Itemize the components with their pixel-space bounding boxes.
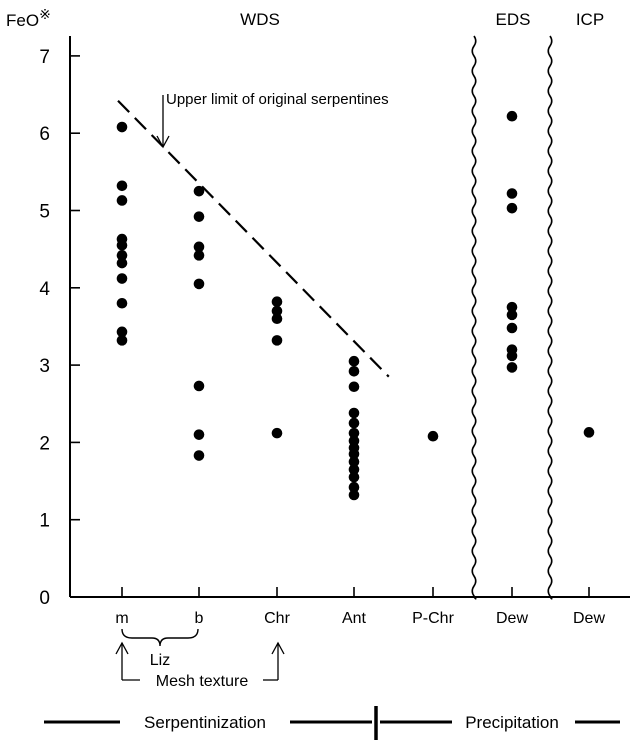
upper-limit-annotation: Upper limit of original serpentines xyxy=(166,91,389,108)
header-eds: EDS xyxy=(496,10,531,29)
x-tick-label: Dew xyxy=(573,610,605,627)
data-point xyxy=(193,278,205,290)
header-icp: ICP xyxy=(576,10,604,29)
data-point xyxy=(348,489,360,501)
data-point xyxy=(348,381,360,393)
data-point xyxy=(583,427,595,438)
data-point xyxy=(116,273,128,284)
header-wds: WDS xyxy=(240,10,280,29)
data-point xyxy=(271,305,283,317)
data-point xyxy=(506,110,518,122)
data-point xyxy=(506,188,518,199)
data-point xyxy=(193,450,205,461)
data-point xyxy=(193,380,205,392)
y-tick-label: 3 xyxy=(39,356,50,377)
data-point xyxy=(193,185,205,197)
data-point xyxy=(348,407,360,419)
data-point xyxy=(348,417,360,429)
data-point xyxy=(116,257,128,269)
y-tick-label: 2 xyxy=(39,433,50,454)
data-point xyxy=(193,241,205,253)
y-tick-label: 4 xyxy=(39,279,50,300)
data-point xyxy=(116,180,128,192)
data-point xyxy=(116,326,128,338)
mesh-texture-label: Mesh texture xyxy=(156,673,249,690)
wavy-separator-eds xyxy=(471,35,477,600)
y-tick-label: 1 xyxy=(39,511,50,532)
data-point xyxy=(506,309,518,321)
y-tick-label: 6 xyxy=(39,124,50,145)
data-point xyxy=(348,355,360,367)
data-point xyxy=(193,211,205,222)
x-tick-label: Dew xyxy=(496,610,528,627)
data-point xyxy=(193,429,205,440)
wavy-separator-icp xyxy=(547,35,553,600)
data-point xyxy=(116,297,128,309)
y-axis-label: FeO※ xyxy=(6,6,51,30)
data-point xyxy=(348,464,360,475)
x-tick-label: m xyxy=(115,610,128,627)
data-point xyxy=(271,313,283,325)
data-point xyxy=(506,350,518,362)
y-tick-label: 0 xyxy=(39,588,50,609)
liz-label: Liz xyxy=(150,652,170,669)
data-point xyxy=(116,195,128,206)
data-point xyxy=(271,427,283,439)
data-point xyxy=(506,322,518,334)
x-ticks: m b Chr Ant P-Chr Dew Dew xyxy=(115,587,605,627)
x-tick-label: P-Chr xyxy=(412,610,454,627)
data-point xyxy=(427,430,439,442)
data-point xyxy=(271,335,283,346)
upper-limit-line xyxy=(117,99,390,378)
x-tick-label: Chr xyxy=(264,610,290,627)
data-point xyxy=(193,250,205,261)
y-tick-label: 7 xyxy=(39,47,50,68)
data-point xyxy=(506,301,518,313)
data-point xyxy=(116,239,128,251)
serpentinization-label: Serpentinization xyxy=(144,713,266,732)
mesh-texture-bracket xyxy=(115,641,285,681)
data-point xyxy=(271,296,283,308)
data-point xyxy=(506,362,518,373)
precipitation-label: Precipitation xyxy=(465,713,559,732)
data-point xyxy=(506,202,518,214)
data-point xyxy=(348,365,360,377)
liz-brace xyxy=(121,628,199,647)
y-tick-label: 5 xyxy=(39,202,50,223)
y-ticks: 0 1 2 3 4 5 6 7 xyxy=(39,47,80,609)
data-point xyxy=(348,456,360,468)
data-points xyxy=(116,110,595,501)
data-point xyxy=(116,250,128,261)
x-tick-label: Ant xyxy=(342,610,367,627)
annotation-arrow xyxy=(156,95,170,149)
data-point xyxy=(348,427,360,439)
data-point xyxy=(348,471,360,483)
x-tick-label: b xyxy=(195,610,204,627)
data-point xyxy=(116,121,128,133)
data-point xyxy=(348,481,360,493)
data-point xyxy=(348,448,360,460)
data-point xyxy=(116,335,128,346)
